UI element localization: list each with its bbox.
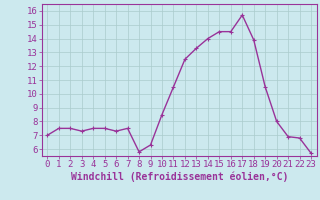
X-axis label: Windchill (Refroidissement éolien,°C): Windchill (Refroidissement éolien,°C) xyxy=(70,172,288,182)
